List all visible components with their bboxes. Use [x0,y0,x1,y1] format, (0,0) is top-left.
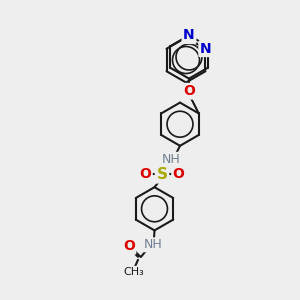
Text: N: N [183,28,195,42]
Text: O: O [123,239,135,253]
Text: O: O [172,167,184,181]
Text: NH: NH [162,153,180,166]
Text: NH: NH [144,238,162,251]
Text: CH₃: CH₃ [123,267,144,277]
Text: O: O [183,84,195,98]
Text: O: O [140,167,152,181]
Text: S: S [157,167,167,182]
Text: N: N [200,42,211,56]
